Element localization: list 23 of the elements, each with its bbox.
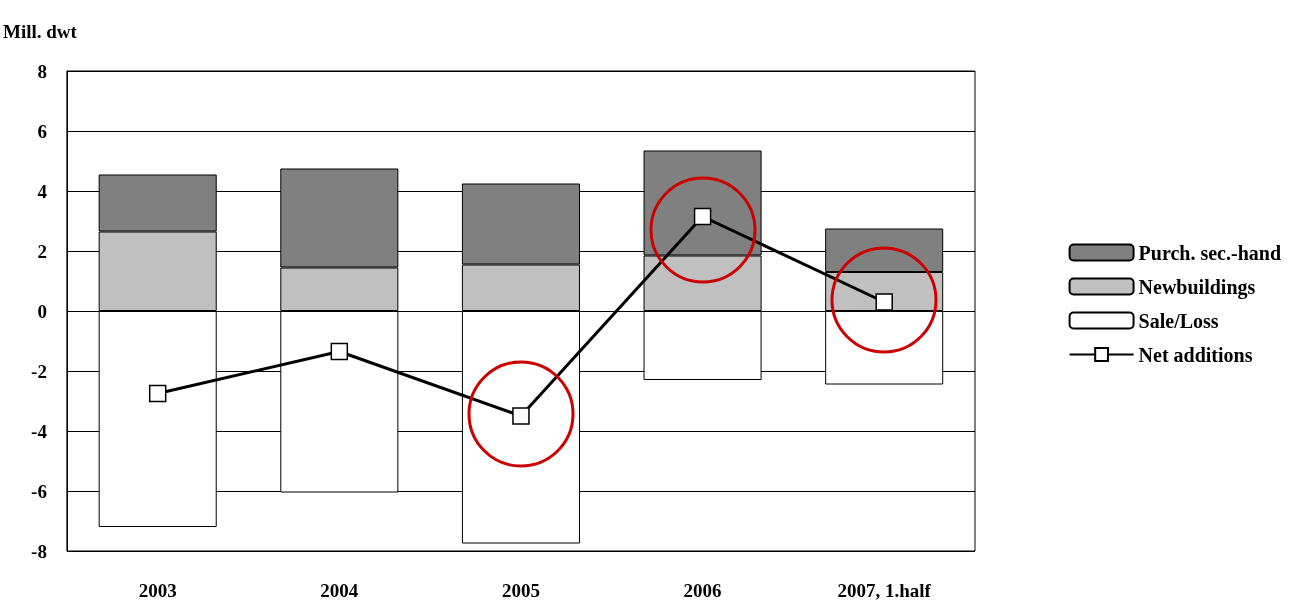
x-tick-label: 2007, 1.half <box>837 580 932 601</box>
x-tick-label: 2005 <box>501 580 540 601</box>
y-tick-label: -2 <box>31 360 47 382</box>
legend-label: Net additions <box>1138 343 1253 366</box>
point <box>148 384 167 403</box>
legend-label: Sale/Loss <box>1138 309 1219 332</box>
y-tick-label: -8 <box>31 540 47 562</box>
point <box>693 207 712 226</box>
y-tick-label: 4 <box>37 180 48 202</box>
y-tick-label: 0 <box>37 300 47 322</box>
legend-label: Newbuildings <box>1138 275 1256 299</box>
y-tick-label: 8 <box>37 60 47 82</box>
x-tick-label: 2003 <box>138 580 177 601</box>
y-tick-label: -6 <box>31 480 47 502</box>
y-tick-label: -4 <box>31 420 48 442</box>
y-axis-title: Mill. dwt <box>2 21 78 42</box>
point <box>875 293 893 311</box>
x-tick-label: 2004 <box>320 580 359 601</box>
y-tick-label: 6 <box>37 120 47 142</box>
x-tick-label: 2006 <box>683 580 722 601</box>
legend-label: Purch. sec.-hand <box>1138 241 1281 264</box>
y-tick-label: 2 <box>37 240 47 262</box>
point <box>330 342 349 361</box>
